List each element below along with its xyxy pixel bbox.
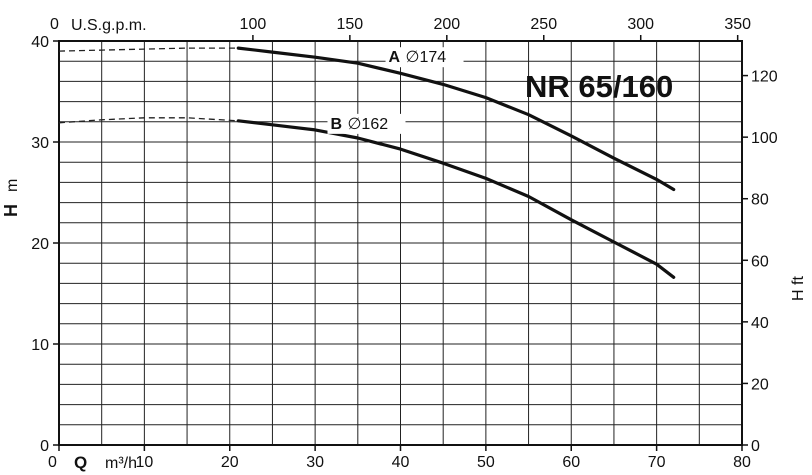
x-tick-label: 80 [733, 454, 751, 471]
curve-b-name: B [330, 116, 342, 133]
curve-a [236, 46, 676, 192]
x-tick-label: 60 [562, 454, 580, 471]
curve-b-diameter: ∅162 [347, 116, 388, 133]
y2-tick-label: 60 [751, 253, 769, 270]
curve-a-name: A [389, 49, 401, 66]
y-axis-unit: m [4, 179, 21, 192]
x-tick-label: 30 [306, 454, 324, 471]
curve-b-dashed [58, 117, 239, 124]
curve-label-background [385, 47, 464, 68]
x-tick-label: 10 [135, 454, 153, 471]
x-tick-label: 0 [48, 454, 57, 471]
y2-tick-label: 40 [751, 315, 769, 332]
curves [58, 46, 676, 279]
y-tick-label: 30 [31, 135, 49, 152]
x-axis-unit: m³/h [105, 455, 137, 472]
y2-tick-label: 100 [751, 130, 778, 147]
x2-axis-title: U.S.g.p.m. [71, 17, 147, 34]
x-tick-label: 70 [648, 454, 666, 471]
y2-tick-label: 120 [751, 69, 778, 86]
chart-title: NR 65/160 [525, 69, 673, 104]
x-tick-label: 40 [392, 454, 410, 471]
y-tick-label: 20 [31, 236, 49, 253]
y-tick-label: 10 [31, 337, 49, 354]
x-tick-label: 50 [477, 454, 495, 471]
x2-tick-label: 150 [337, 16, 364, 33]
x-tick-label: 20 [221, 454, 239, 471]
y-axis-title: H m [1, 179, 21, 217]
y2-axis-title: H ft [790, 276, 807, 301]
tick-labels: 0 10 20 30 40 50 60 70 800 100 150 200 250 300 3500102… [31, 16, 778, 471]
curve-label-background [327, 113, 406, 134]
curve-a-dashed [58, 47, 239, 52]
x2-tick-label: 100 [240, 16, 267, 33]
x2-tick-label: 0 [50, 16, 59, 33]
x2-tick-label: 200 [433, 16, 460, 33]
curve-labels: A ∅174 B ∅162 [327, 47, 464, 134]
y-tick-label: 0 [40, 438, 49, 455]
y2-axis-label: H ft [790, 276, 807, 301]
y-tick-label: 40 [31, 34, 49, 51]
x-axis-title: Q m³/h [74, 453, 137, 472]
y2-tick-label: 80 [751, 192, 769, 209]
x2-tick-label: 350 [724, 16, 751, 33]
y2-tick-label: 20 [751, 376, 769, 393]
y-axis-symbol: H [1, 204, 21, 217]
curve-a-diameter: ∅174 [406, 49, 447, 66]
curve-b [236, 119, 676, 279]
x2-tick-label: 250 [530, 16, 557, 33]
x-axis-symbol: Q [74, 453, 87, 472]
x2-tick-label: 300 [627, 16, 654, 33]
y2-tick-label: 0 [751, 438, 760, 455]
